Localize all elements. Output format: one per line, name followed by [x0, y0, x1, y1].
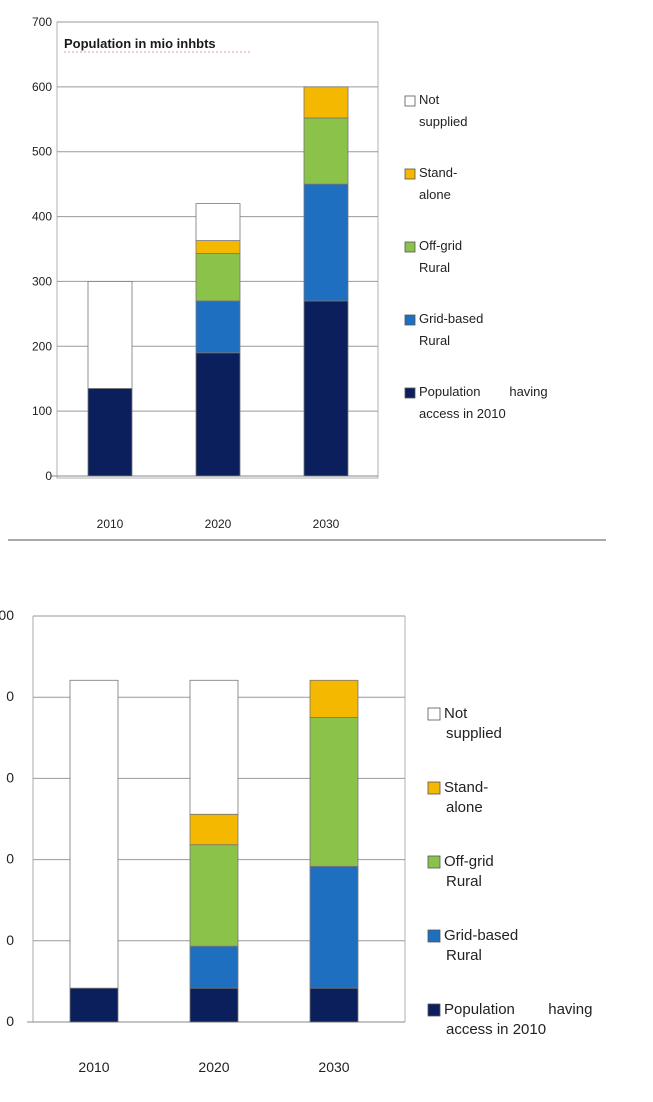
legend-swatch — [427, 855, 441, 869]
y-tick-label: 0 — [6, 932, 14, 948]
y-tick-label: 00 — [0, 607, 14, 623]
legend-swatch — [404, 387, 416, 399]
bar-segment — [189, 679, 239, 815]
legend-label: access in 2010 — [419, 406, 506, 421]
chart-1-title: Population in mio inhbts — [64, 36, 216, 51]
legend-label: Population having — [444, 1001, 592, 1018]
legend-label: Not — [419, 92, 440, 107]
legend-swatch — [427, 707, 441, 721]
bar-segment — [195, 240, 241, 254]
bar-segment — [195, 352, 241, 477]
bar-segment — [195, 253, 241, 302]
chart-1: Population in mio inhbts 0 100 200 300 400 50… — [32, 15, 548, 531]
legend-label: Stand- — [444, 779, 488, 796]
bar-segment — [189, 987, 239, 1023]
legend-label: access in 2010 — [446, 1021, 546, 1038]
y-tick-label: 700 — [32, 15, 52, 29]
x-tick-label: 2020 — [205, 517, 232, 531]
legend-label: alone — [446, 799, 483, 816]
y-tick-label: 0 — [45, 469, 52, 483]
y-tick-label: 500 — [32, 145, 52, 159]
y-tick-label: 300 — [32, 274, 52, 288]
bar-segment — [189, 844, 239, 947]
bar-segment — [309, 987, 359, 1023]
y-tick-label: 0 — [6, 1013, 14, 1029]
bar-segment — [87, 388, 133, 477]
legend-label: Grid-based — [444, 927, 518, 944]
legend-label: supplied — [446, 725, 502, 742]
legend-label: Grid-based — [419, 311, 483, 326]
x-tick-label: 2010 — [78, 1059, 109, 1075]
bar-segment — [195, 203, 241, 241]
x-tick-label: 2030 — [313, 517, 340, 531]
legend-swatch — [427, 1003, 441, 1017]
bar-segment — [69, 679, 119, 989]
legend-label: Off-grid — [419, 238, 462, 253]
x-tick-label: 2020 — [198, 1059, 229, 1075]
legend-swatch — [404, 95, 416, 107]
bar-segment — [309, 865, 359, 989]
bar-segment — [69, 987, 119, 1023]
bar-segment — [189, 813, 239, 846]
legend-swatch — [404, 168, 416, 180]
y-tick-label: 400 — [32, 210, 52, 224]
x-tick-label: 2030 — [318, 1059, 349, 1075]
legend-swatch — [427, 929, 441, 943]
legend-label: Stand- — [419, 165, 457, 180]
y-tick-label: 0 — [6, 851, 14, 867]
bar-segment — [303, 183, 349, 302]
y-tick-label: 600 — [32, 80, 52, 94]
legend-label: Rural — [446, 947, 482, 964]
bar-segment — [189, 945, 239, 989]
legend-label: Rural — [419, 333, 450, 348]
legend-label: Off-grid — [444, 853, 494, 870]
bar-segment — [87, 281, 133, 389]
legend-swatch — [404, 314, 416, 326]
y-tick-label: 200 — [32, 339, 52, 353]
y-tick-label: 0 — [6, 769, 14, 785]
y-tick-label: 0 — [6, 688, 14, 704]
legend-label: Rural — [419, 260, 450, 275]
legend-label: Rural — [446, 873, 482, 890]
y-tick-label: 100 — [32, 404, 52, 418]
bar-segment — [195, 300, 241, 354]
legend-label: supplied — [419, 114, 467, 129]
legend-label: Not — [444, 705, 468, 722]
legend-swatch — [427, 781, 441, 795]
x-tick-label: 2010 — [97, 517, 124, 531]
bar-segment — [303, 300, 349, 477]
bar-segment — [303, 86, 349, 119]
bar-segment — [309, 717, 359, 867]
legend-label: Population having — [419, 384, 548, 399]
legend-label: alone — [419, 187, 451, 202]
legend-swatch — [404, 241, 416, 253]
bar-segment — [309, 679, 359, 718]
bar-segment — [303, 117, 349, 185]
